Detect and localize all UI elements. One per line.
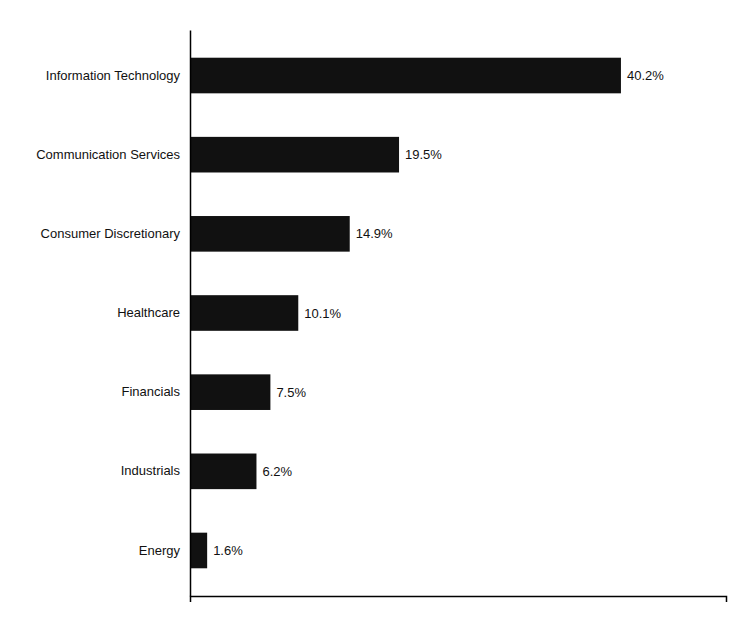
y-tick: Energy (139, 543, 181, 558)
data-label: 40.2% (627, 68, 664, 83)
chart-container: Information Technology Communication Serv… (0, 0, 756, 636)
y-tick-label: Healthcare (117, 305, 180, 320)
y-axis-line (190, 31, 192, 597)
plot-area: Information Technology Communication Serv… (36, 31, 726, 603)
y-tick: Information Technology (46, 68, 181, 83)
y-tick: Consumer Discretionary (41, 226, 181, 241)
y-tick-label: Industrials (121, 463, 181, 478)
y-tick: Communication Services (36, 147, 180, 162)
chart-svg: Information Technology Communication Serv… (0, 0, 756, 636)
y-tick-label: Financials (121, 384, 180, 399)
y-axis: Information Technology Communication Serv… (36, 31, 190, 597)
data-label: 1.6% (213, 543, 243, 558)
bar (190, 58, 621, 94)
data-labels: 40.2% 19.5% 14.9% 10.1% 7.5% 6.2% 1.6% (213, 68, 664, 558)
bar (190, 216, 350, 252)
y-tick: Industrials (121, 463, 181, 478)
y-tick: Financials (121, 384, 180, 399)
y-tick-label: Information Technology (46, 68, 181, 83)
data-label: 10.1% (304, 306, 341, 321)
y-tick: Healthcare (117, 305, 180, 320)
bar (190, 533, 207, 569)
bars (190, 58, 621, 569)
x-axis-line (191, 597, 727, 603)
data-label: 14.9% (356, 226, 393, 241)
data-label: 19.5% (405, 147, 442, 162)
data-label: 7.5% (276, 385, 306, 400)
bar (190, 295, 298, 331)
bar (190, 374, 270, 410)
bar (190, 137, 399, 173)
data-label: 6.2% (262, 464, 292, 479)
y-tick-label: Communication Services (36, 147, 180, 162)
y-tick-label: Consumer Discretionary (41, 226, 181, 241)
bar (190, 454, 256, 490)
x-axis (191, 597, 727, 603)
y-tick-label: Energy (139, 543, 181, 558)
